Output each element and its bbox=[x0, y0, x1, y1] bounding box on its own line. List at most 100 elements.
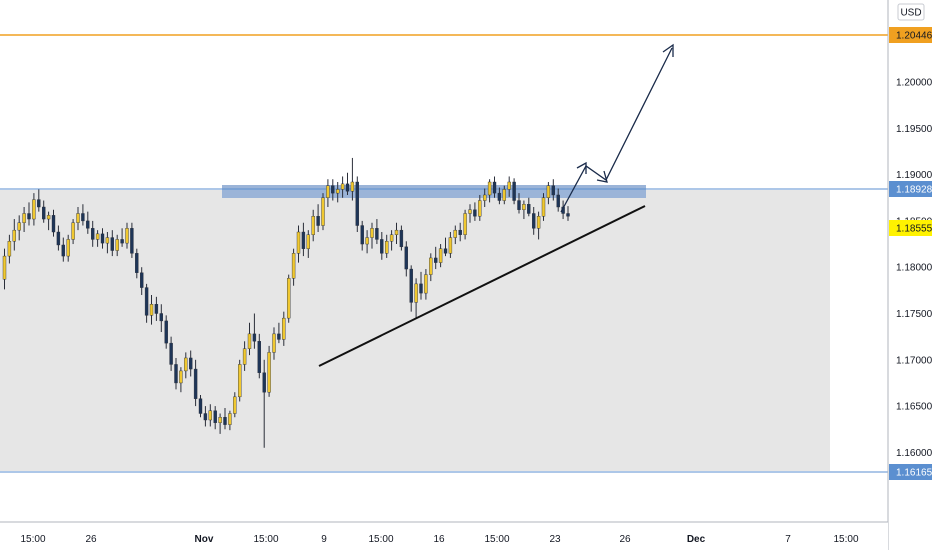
candle bbox=[321, 193, 325, 231]
candle-body bbox=[291, 253, 296, 279]
candle bbox=[296, 225, 301, 263]
candle-body bbox=[90, 228, 95, 240]
candle-body bbox=[267, 352, 271, 393]
candle-body bbox=[448, 237, 453, 254]
price-tick-label: 1.16500 bbox=[896, 402, 932, 413]
candle bbox=[502, 185, 506, 205]
time-tick-label: 26 bbox=[85, 534, 97, 545]
price-tag-target: 1.20446 bbox=[889, 27, 932, 43]
candle-body bbox=[556, 194, 560, 208]
candle bbox=[32, 193, 36, 226]
candle bbox=[448, 232, 453, 258]
support-range-box bbox=[0, 190, 830, 471]
candle-body bbox=[478, 200, 482, 217]
candle-body bbox=[228, 413, 232, 425]
candle-body bbox=[223, 417, 227, 425]
candle bbox=[536, 211, 541, 240]
candle-body bbox=[46, 215, 51, 220]
candle-body bbox=[468, 209, 472, 214]
candle-body bbox=[541, 197, 546, 217]
currency-button[interactable]: USD bbox=[897, 3, 925, 21]
candle-body bbox=[242, 348, 247, 365]
candle bbox=[169, 336, 173, 371]
candle bbox=[340, 176, 345, 198]
candle bbox=[257, 333, 261, 379]
candle-body bbox=[497, 192, 502, 201]
candle bbox=[492, 176, 497, 198]
time-tick-label: 23 bbox=[549, 534, 561, 545]
candle-body bbox=[86, 220, 90, 229]
candle bbox=[389, 230, 394, 251]
candle bbox=[115, 234, 119, 257]
time-tick-label: 15:00 bbox=[20, 534, 45, 545]
candle bbox=[188, 350, 193, 377]
candle-body bbox=[463, 213, 467, 235]
candle-body bbox=[306, 234, 310, 249]
candle bbox=[355, 176, 359, 233]
candle bbox=[385, 234, 389, 258]
candle bbox=[497, 187, 502, 205]
candle-body bbox=[409, 268, 413, 303]
candle bbox=[360, 220, 364, 251]
candle-body bbox=[130, 228, 134, 254]
candle-body bbox=[522, 204, 526, 210]
price-level-tags: 1.20446 1.18928 1.18555 1.16165 bbox=[889, 27, 932, 480]
candle-body bbox=[301, 231, 306, 249]
candle-body bbox=[443, 248, 448, 254]
price-tick-label: 1.17000 bbox=[896, 355, 932, 366]
price-tag-support: 1.16165 bbox=[889, 464, 932, 480]
candle-body bbox=[149, 304, 154, 316]
candle-body bbox=[125, 228, 129, 244]
candle bbox=[301, 222, 306, 257]
candle-body bbox=[536, 216, 541, 229]
candle-body bbox=[218, 417, 222, 423]
candle-body bbox=[458, 229, 462, 235]
candle bbox=[66, 234, 70, 262]
ascending-trendline[interactable] bbox=[318, 205, 646, 367]
candle bbox=[100, 228, 105, 249]
price-tick-label: 1.17500 bbox=[896, 309, 932, 320]
candle bbox=[438, 244, 443, 268]
candle-body bbox=[365, 237, 369, 245]
candle-body bbox=[282, 317, 286, 340]
time-tick-label: 15:00 bbox=[368, 534, 393, 545]
price-axis-panel[interactable] bbox=[888, 0, 932, 550]
candle bbox=[522, 200, 526, 220]
candle-body bbox=[507, 181, 511, 190]
candle bbox=[22, 207, 26, 233]
candle bbox=[95, 230, 100, 247]
candle-body bbox=[174, 364, 178, 384]
candle bbox=[468, 204, 472, 223]
candle bbox=[213, 406, 217, 430]
price-tick-label: 1.19500 bbox=[896, 124, 932, 135]
time-tick-label: 16 bbox=[433, 534, 445, 545]
price-tick-label: 1.16000 bbox=[896, 448, 932, 459]
projection-arrow[interactable] bbox=[560, 47, 673, 213]
candle-body bbox=[340, 183, 345, 190]
candle-body bbox=[360, 225, 364, 245]
candle-body bbox=[203, 413, 208, 421]
candle-body bbox=[385, 241, 389, 254]
candle-body bbox=[399, 229, 404, 248]
price-tag-label: 1.16165 bbox=[896, 468, 932, 479]
arrowhead-target bbox=[662, 43, 674, 57]
candle bbox=[164, 315, 168, 349]
candle-body bbox=[179, 370, 183, 384]
price-tick-label: 1.19000 bbox=[896, 170, 932, 181]
candle-body bbox=[453, 229, 457, 238]
candle bbox=[267, 345, 271, 397]
candle bbox=[61, 237, 65, 262]
candle-body bbox=[483, 194, 487, 201]
candle-body bbox=[188, 357, 193, 370]
candle-body bbox=[429, 257, 433, 275]
time-axis-panel[interactable] bbox=[0, 522, 888, 550]
candle bbox=[208, 404, 213, 427]
candle bbox=[27, 202, 31, 226]
candle bbox=[277, 322, 281, 344]
candle-body bbox=[414, 283, 418, 303]
candle bbox=[532, 207, 536, 235]
candle bbox=[380, 232, 384, 260]
candle bbox=[487, 179, 492, 203]
time-tick-label: 15:00 bbox=[833, 534, 858, 545]
